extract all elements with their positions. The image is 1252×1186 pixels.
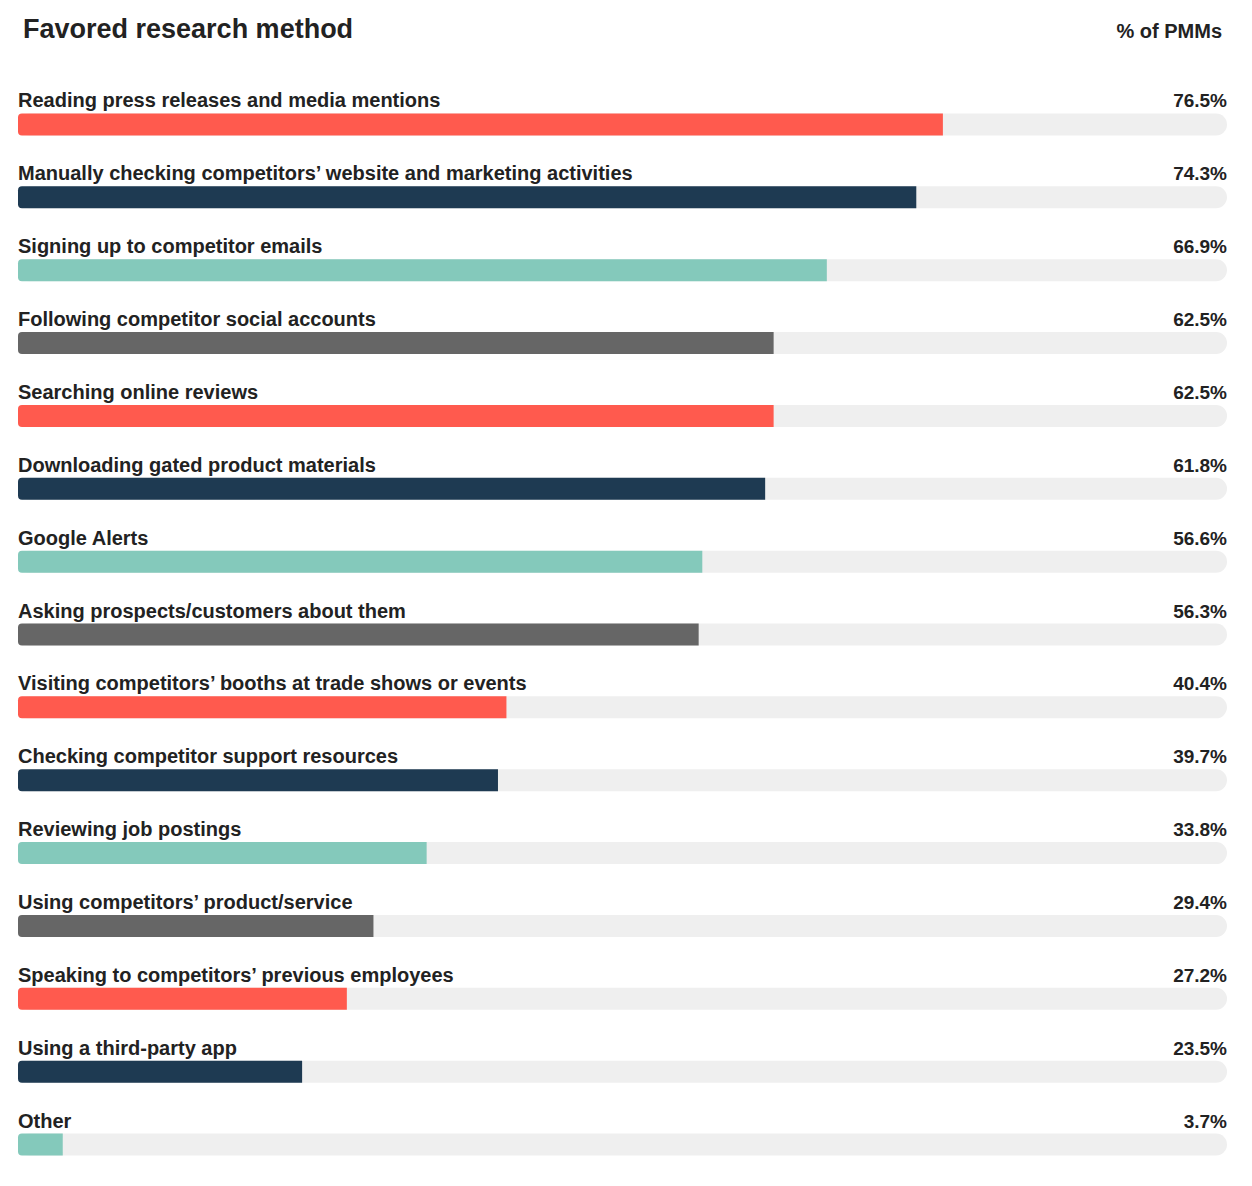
svg-text:27.2%: 27.2% xyxy=(1173,965,1227,986)
svg-text:74.3%: 74.3% xyxy=(1173,163,1227,184)
svg-text:Checking competitor support re: Checking competitor support resources xyxy=(18,745,398,767)
svg-text:% of PMMs: % of PMMs xyxy=(1116,20,1222,42)
svg-text:56.6%: 56.6% xyxy=(1173,528,1227,549)
svg-text:56.3%: 56.3% xyxy=(1173,601,1227,622)
svg-text:Visiting competitors’ booths a: Visiting competitors’ booths at trade sh… xyxy=(18,672,527,694)
svg-text:Using competitors’ product/ser: Using competitors’ product/service xyxy=(18,891,353,913)
svg-text:Following competitor social ac: Following competitor social accounts xyxy=(18,308,376,330)
svg-text:40.4%: 40.4% xyxy=(1173,673,1227,694)
svg-text:33.8%: 33.8% xyxy=(1173,819,1227,840)
svg-text:Searching online reviews: Searching online reviews xyxy=(18,381,258,403)
svg-text:Downloading gated product mate: Downloading gated product materials xyxy=(18,454,376,476)
svg-text:39.7%: 39.7% xyxy=(1173,746,1227,767)
svg-text:Other: Other xyxy=(18,1110,72,1132)
svg-text:23.5%: 23.5% xyxy=(1173,1038,1227,1059)
svg-text:Manually checking competitors’: Manually checking competitors’ website a… xyxy=(18,162,633,184)
svg-text:Speaking to competitors’ previ: Speaking to competitors’ previous employ… xyxy=(18,964,454,986)
svg-text:29.4%: 29.4% xyxy=(1173,892,1227,913)
svg-text:Signing up to competitor email: Signing up to competitor emails xyxy=(18,235,322,257)
svg-text:Asking prospects/customers abo: Asking prospects/customers about them xyxy=(18,600,406,622)
svg-text:Reviewing job postings: Reviewing job postings xyxy=(18,818,241,840)
svg-text:Google Alerts: Google Alerts xyxy=(18,527,148,549)
svg-text:Reading press releases and med: Reading press releases and media mention… xyxy=(18,89,440,111)
svg-text:66.9%: 66.9% xyxy=(1173,236,1227,257)
svg-text:Favored research method: Favored research method xyxy=(23,14,353,44)
svg-text:62.5%: 62.5% xyxy=(1173,382,1227,403)
svg-text:Using a third-party app: Using a third-party app xyxy=(18,1037,237,1059)
svg-text:76.5%: 76.5% xyxy=(1173,90,1227,111)
svg-text:61.8%: 61.8% xyxy=(1173,455,1227,476)
svg-text:3.7%: 3.7% xyxy=(1184,1111,1227,1132)
svg-text:62.5%: 62.5% xyxy=(1173,309,1227,330)
